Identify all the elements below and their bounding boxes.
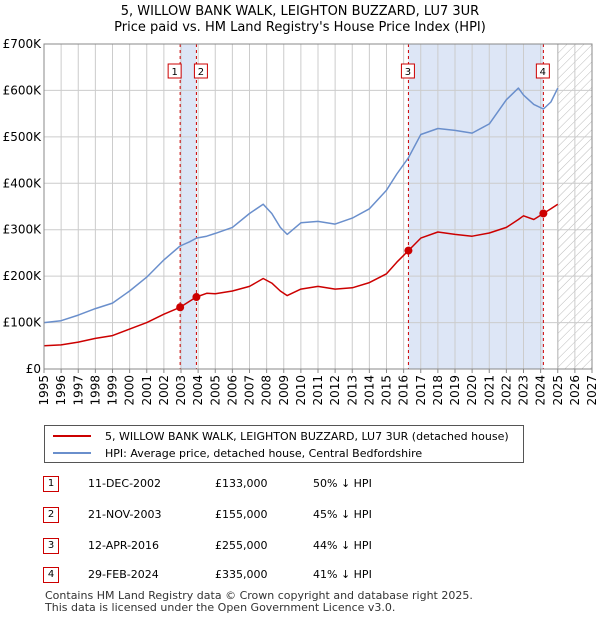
transaction-date: 21-NOV-2003 <box>88 508 162 521</box>
x-tick-label: 2001 <box>140 375 154 406</box>
transaction-price: £335,000 <box>215 568 268 581</box>
transaction-date: 11-DEC-2002 <box>88 477 162 490</box>
x-tick-label: 2018 <box>431 375 445 406</box>
sale-point <box>176 303 185 312</box>
legend-hpi-swatch <box>53 452 91 454</box>
sale-label-text: 1 <box>171 67 177 78</box>
y-tick-label: £400K <box>3 176 43 190</box>
legend-item-hpi: HPI: Average price, detached house, Cent… <box>53 445 422 461</box>
x-tick-label: 2000 <box>123 375 137 406</box>
sale-label-box <box>193 63 208 79</box>
x-tick-label: 1995 <box>37 375 51 406</box>
legend-property-swatch <box>53 435 91 437</box>
x-tick-label: 2025 <box>551 375 565 406</box>
transaction-number: 1 <box>43 476 59 492</box>
x-tick-label: 2003 <box>174 375 188 406</box>
x-tick-label: 2017 <box>414 375 428 406</box>
sale-point <box>192 293 201 302</box>
x-tick-label: 2026 <box>568 375 582 406</box>
x-tick-label: 2002 <box>157 375 171 406</box>
y-tick-label: £200K <box>3 269 43 283</box>
transaction-number: 4 <box>43 567 59 583</box>
x-tick-label: 1998 <box>88 375 102 406</box>
chart-subtitle: Price paid vs. HM Land Registry's House … <box>114 20 486 35</box>
footer-copyright: Contains HM Land Registry data © Crown c… <box>45 589 473 602</box>
table-row: 3 12-APR-2016 £255,000 44% ↓ HPI <box>0 538 600 556</box>
sale-label-box <box>400 63 415 79</box>
sale-label-text: 3 <box>405 67 411 78</box>
x-tick-label: 2011 <box>311 375 325 406</box>
x-tick-label: 1997 <box>71 375 85 406</box>
transaction-price: £255,000 <box>215 539 268 552</box>
legend-item-property: 5, WILLOW BANK WALK, LEIGHTON BUZZARD, L… <box>53 428 509 444</box>
transaction-date: 12-APR-2016 <box>88 539 160 552</box>
sale-label-box <box>167 63 182 79</box>
property-price-line <box>43 203 559 347</box>
legend-property-label: 5, WILLOW BANK WALK, LEIGHTON BUZZARD, L… <box>105 429 509 443</box>
transaction-hpi-diff: 41% ↓ HPI <box>313 568 372 581</box>
transaction-hpi-diff: 50% ↓ HPI <box>313 477 372 490</box>
x-tick-label: 1999 <box>106 375 120 406</box>
sale-point <box>404 246 413 255</box>
x-tick-label: 2008 <box>260 375 274 406</box>
x-tick-label: 2021 <box>482 375 496 406</box>
chart-title-address: 5, WILLOW BANK WALK, LEIGHTON BUZZARD, L… <box>120 4 480 19</box>
transaction-price: £155,000 <box>215 508 268 521</box>
sale-label-text: 4 <box>540 67 546 78</box>
x-tick-label: 2022 <box>499 375 513 406</box>
y-tick-label: £600K <box>3 83 43 97</box>
footer-licence: This data is licensed under the Open Gov… <box>45 601 396 614</box>
table-row: 4 29-FEB-2024 £335,000 41% ↓ HPI <box>0 567 600 585</box>
y-tick-label: £0 <box>26 362 41 376</box>
x-tick-label: 2013 <box>345 375 359 406</box>
transaction-hpi-diff: 44% ↓ HPI <box>313 539 372 552</box>
x-tick-label: 2014 <box>362 375 376 406</box>
x-tick-label: 2005 <box>208 375 222 406</box>
price-chart: 1 2 3 4 £0 £100K £200K £300K £400K £500K £600K £70… <box>3 37 599 406</box>
x-tick-label: 2016 <box>397 375 411 406</box>
x-tick-label: 2010 <box>294 375 308 406</box>
x-tick-label: 2019 <box>448 375 462 406</box>
sale-point <box>539 209 548 218</box>
x-tick-label: 2015 <box>380 375 394 406</box>
transaction-date: 29-FEB-2024 <box>88 568 159 581</box>
x-tick-label: 2027 <box>585 375 599 406</box>
x-tick-label: 2023 <box>517 375 531 406</box>
y-tick-label: £500K <box>3 130 43 144</box>
legend: 5, WILLOW BANK WALK, LEIGHTON BUZZARD, L… <box>44 425 524 463</box>
ownership-period-shade <box>180 44 197 369</box>
x-tick-label: 2020 <box>465 375 479 406</box>
sale-label-box <box>535 63 550 79</box>
x-tick-label: 2012 <box>328 375 342 406</box>
table-row: 2 21-NOV-2003 £155,000 45% ↓ HPI <box>0 507 600 525</box>
x-tick-label: 2007 <box>243 375 257 406</box>
y-tick-label: £100K <box>3 316 43 330</box>
x-tick-label: 2006 <box>225 375 239 406</box>
transaction-number: 2 <box>43 507 59 523</box>
y-tick-label: £700K <box>3 37 43 51</box>
sale-label-text: 2 <box>198 67 204 78</box>
transaction-price: £133,000 <box>215 477 268 490</box>
hpi-line <box>43 87 559 324</box>
x-tick-label: 2024 <box>534 375 548 406</box>
x-tick-label: 2004 <box>191 375 205 406</box>
table-row: 1 11-DEC-2002 £133,000 50% ↓ HPI <box>0 476 600 494</box>
legend-hpi-label: HPI: Average price, detached house, Cent… <box>105 446 423 460</box>
transaction-number: 3 <box>43 538 59 554</box>
x-tick-label: 1996 <box>54 375 68 406</box>
x-tick-label: 2009 <box>277 375 291 406</box>
transaction-hpi-diff: 45% ↓ HPI <box>313 508 372 521</box>
ownership-period-shade <box>408 44 544 369</box>
y-tick-label: £300K <box>3 223 43 237</box>
